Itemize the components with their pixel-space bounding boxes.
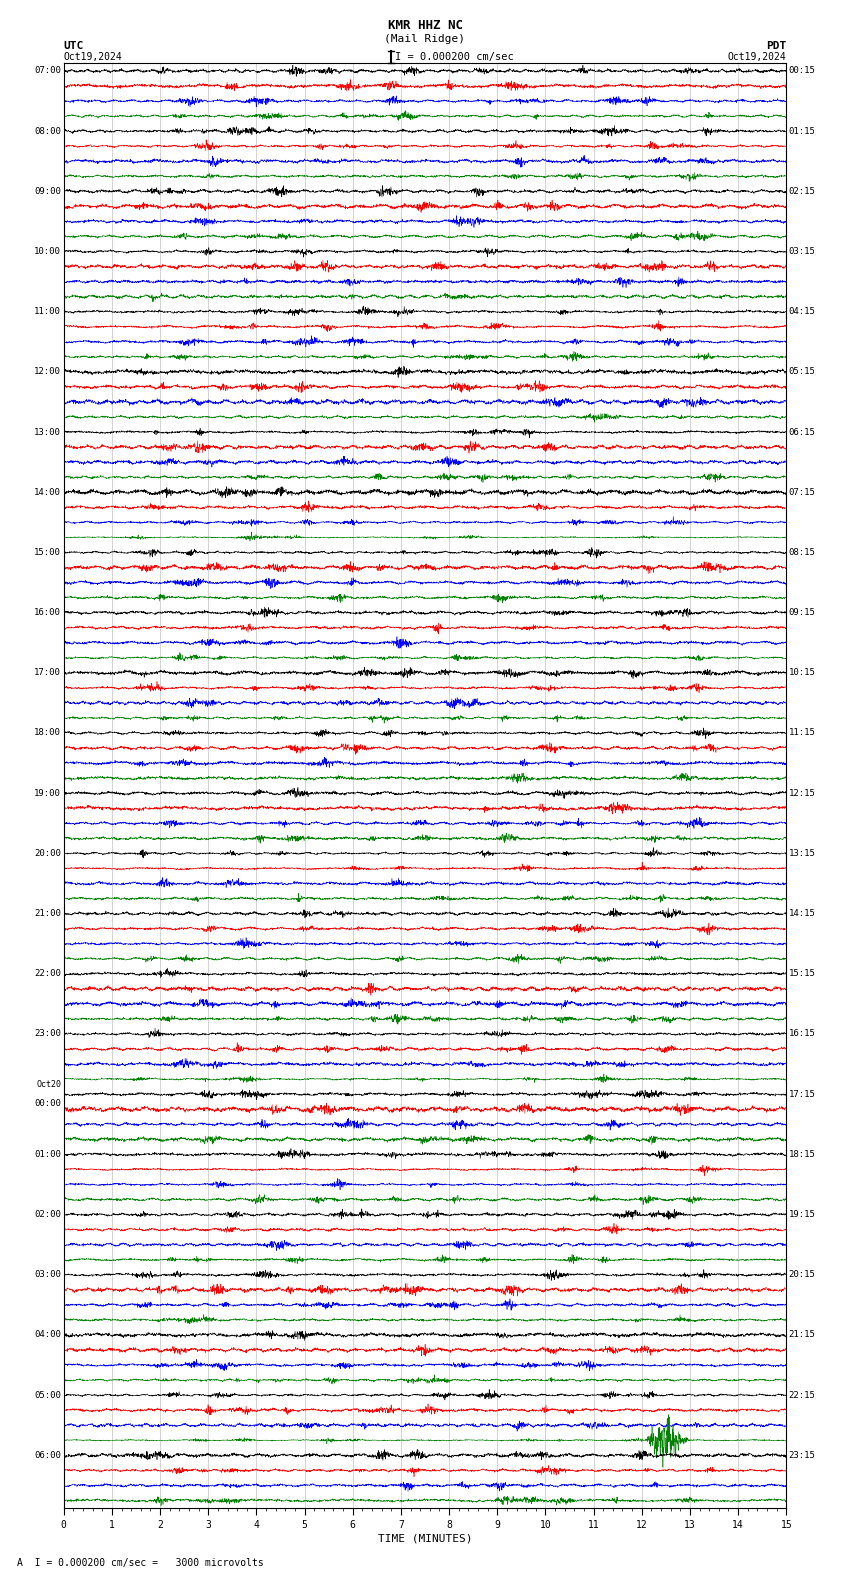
Text: 00:15: 00:15 bbox=[789, 67, 816, 76]
Text: Oct20: Oct20 bbox=[37, 1080, 61, 1090]
Text: 03:15: 03:15 bbox=[789, 247, 816, 257]
Text: 01:15: 01:15 bbox=[789, 127, 816, 136]
Text: 22:15: 22:15 bbox=[789, 1391, 816, 1400]
Text: Oct19,2024: Oct19,2024 bbox=[728, 52, 786, 62]
Text: 04:00: 04:00 bbox=[34, 1331, 61, 1340]
X-axis label: TIME (MINUTES): TIME (MINUTES) bbox=[377, 1533, 473, 1544]
Text: 10:15: 10:15 bbox=[789, 668, 816, 678]
Text: 22:00: 22:00 bbox=[34, 969, 61, 979]
Text: 18:00: 18:00 bbox=[34, 729, 61, 738]
Text: 09:00: 09:00 bbox=[34, 187, 61, 196]
Text: 12:15: 12:15 bbox=[789, 789, 816, 798]
Text: 08:00: 08:00 bbox=[34, 127, 61, 136]
Text: 10:00: 10:00 bbox=[34, 247, 61, 257]
Text: 11:00: 11:00 bbox=[34, 307, 61, 317]
Text: 21:15: 21:15 bbox=[789, 1331, 816, 1340]
Text: 08:15: 08:15 bbox=[789, 548, 816, 558]
Text: 17:00: 17:00 bbox=[34, 668, 61, 678]
Text: 09:15: 09:15 bbox=[789, 608, 816, 618]
Text: 16:00: 16:00 bbox=[34, 608, 61, 618]
Text: 23:15: 23:15 bbox=[789, 1451, 816, 1460]
Text: KMR HHZ NC: KMR HHZ NC bbox=[388, 19, 462, 32]
Text: A  I = 0.000200 cm/sec =   3000 microvolts: A I = 0.000200 cm/sec = 3000 microvolts bbox=[17, 1559, 264, 1568]
Text: 19:00: 19:00 bbox=[34, 789, 61, 798]
Text: 13:15: 13:15 bbox=[789, 849, 816, 859]
Text: 14:15: 14:15 bbox=[789, 909, 816, 919]
Text: 06:15: 06:15 bbox=[789, 428, 816, 437]
Text: 20:15: 20:15 bbox=[789, 1270, 816, 1280]
Text: 05:00: 05:00 bbox=[34, 1391, 61, 1400]
Text: 13:00: 13:00 bbox=[34, 428, 61, 437]
Text: UTC: UTC bbox=[64, 41, 84, 51]
Text: PDT: PDT bbox=[766, 41, 786, 51]
Text: 21:00: 21:00 bbox=[34, 909, 61, 919]
Text: 05:15: 05:15 bbox=[789, 367, 816, 377]
Text: I = 0.000200 cm/sec: I = 0.000200 cm/sec bbox=[395, 52, 514, 62]
Text: 17:15: 17:15 bbox=[789, 1090, 816, 1099]
Text: 23:00: 23:00 bbox=[34, 1030, 61, 1039]
Text: 06:00: 06:00 bbox=[34, 1451, 61, 1460]
Text: Oct19,2024: Oct19,2024 bbox=[64, 52, 122, 62]
Text: 18:15: 18:15 bbox=[789, 1150, 816, 1159]
Text: 07:15: 07:15 bbox=[789, 488, 816, 497]
Text: 15:00: 15:00 bbox=[34, 548, 61, 558]
Text: 12:00: 12:00 bbox=[34, 367, 61, 377]
Text: 04:15: 04:15 bbox=[789, 307, 816, 317]
Text: 02:00: 02:00 bbox=[34, 1210, 61, 1220]
Text: 01:00: 01:00 bbox=[34, 1150, 61, 1159]
Text: 20:00: 20:00 bbox=[34, 849, 61, 859]
Text: 14:00: 14:00 bbox=[34, 488, 61, 497]
Text: 19:15: 19:15 bbox=[789, 1210, 816, 1220]
Text: 00:00: 00:00 bbox=[34, 1099, 61, 1107]
Text: 02:15: 02:15 bbox=[789, 187, 816, 196]
Text: 07:00: 07:00 bbox=[34, 67, 61, 76]
Text: 15:15: 15:15 bbox=[789, 969, 816, 979]
Text: 11:15: 11:15 bbox=[789, 729, 816, 738]
Text: 03:00: 03:00 bbox=[34, 1270, 61, 1280]
Text: 16:15: 16:15 bbox=[789, 1030, 816, 1039]
Text: (Mail Ridge): (Mail Ridge) bbox=[384, 35, 466, 44]
